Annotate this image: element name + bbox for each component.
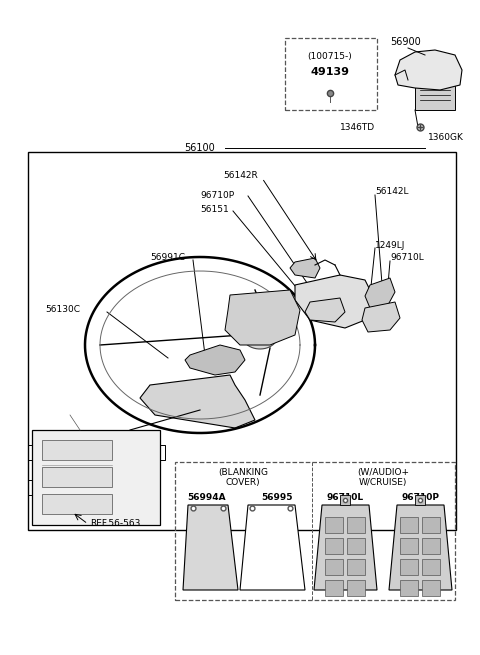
- Text: 1360GK: 1360GK: [428, 134, 464, 143]
- Bar: [28, 152, 456, 530]
- Bar: [285, 38, 377, 110]
- Text: COVER): COVER): [226, 479, 260, 487]
- Bar: [422, 517, 440, 533]
- Bar: [325, 517, 343, 533]
- Polygon shape: [305, 298, 345, 322]
- Text: 56151: 56151: [200, 206, 229, 214]
- Polygon shape: [314, 505, 377, 590]
- Text: 56142L: 56142L: [375, 187, 408, 196]
- Bar: [325, 580, 343, 596]
- Bar: [400, 559, 418, 575]
- Polygon shape: [183, 505, 238, 590]
- Bar: [42, 467, 112, 487]
- Bar: [400, 517, 418, 533]
- Polygon shape: [415, 495, 425, 505]
- Polygon shape: [185, 345, 245, 375]
- Text: 49139: 49139: [311, 67, 349, 77]
- Bar: [347, 517, 365, 533]
- Bar: [400, 580, 418, 596]
- Text: 96710P: 96710P: [401, 493, 439, 502]
- Polygon shape: [240, 505, 305, 590]
- Text: 1346TD: 1346TD: [340, 122, 375, 132]
- Text: 96710L: 96710L: [326, 493, 363, 502]
- Bar: [415, 85, 455, 110]
- Bar: [175, 462, 455, 600]
- Text: 1249LJ: 1249LJ: [375, 240, 406, 250]
- Text: 56995: 56995: [261, 493, 293, 502]
- Bar: [347, 538, 365, 554]
- Polygon shape: [140, 375, 255, 428]
- Polygon shape: [340, 495, 350, 505]
- Bar: [347, 580, 365, 596]
- Polygon shape: [389, 505, 452, 590]
- Text: 56142R: 56142R: [223, 170, 258, 179]
- Polygon shape: [295, 275, 375, 328]
- Bar: [400, 538, 418, 554]
- Bar: [42, 440, 112, 460]
- Text: 56100: 56100: [185, 143, 216, 153]
- Text: REF.56-563: REF.56-563: [90, 519, 140, 527]
- Polygon shape: [365, 278, 395, 308]
- Polygon shape: [225, 290, 300, 345]
- Bar: [347, 559, 365, 575]
- Polygon shape: [290, 258, 320, 278]
- Bar: [325, 559, 343, 575]
- Bar: [325, 538, 343, 554]
- Text: 96710L: 96710L: [390, 253, 424, 263]
- Text: 56130C: 56130C: [45, 305, 80, 314]
- Text: 56991C: 56991C: [150, 253, 185, 263]
- Bar: [32, 430, 160, 525]
- Bar: [422, 538, 440, 554]
- Polygon shape: [242, 321, 278, 349]
- Bar: [42, 494, 112, 514]
- Text: W/CRUISE): W/CRUISE): [359, 479, 407, 487]
- Bar: [422, 559, 440, 575]
- Text: (W/AUDIO+: (W/AUDIO+: [357, 468, 409, 476]
- Text: 56994A: 56994A: [188, 493, 226, 502]
- Text: 96710P: 96710P: [200, 191, 234, 200]
- Text: (100715-): (100715-): [308, 52, 352, 62]
- Polygon shape: [362, 302, 400, 332]
- Text: (BLANKING: (BLANKING: [218, 468, 268, 476]
- Text: 56900: 56900: [390, 37, 421, 47]
- Polygon shape: [395, 50, 462, 90]
- Bar: [422, 580, 440, 596]
